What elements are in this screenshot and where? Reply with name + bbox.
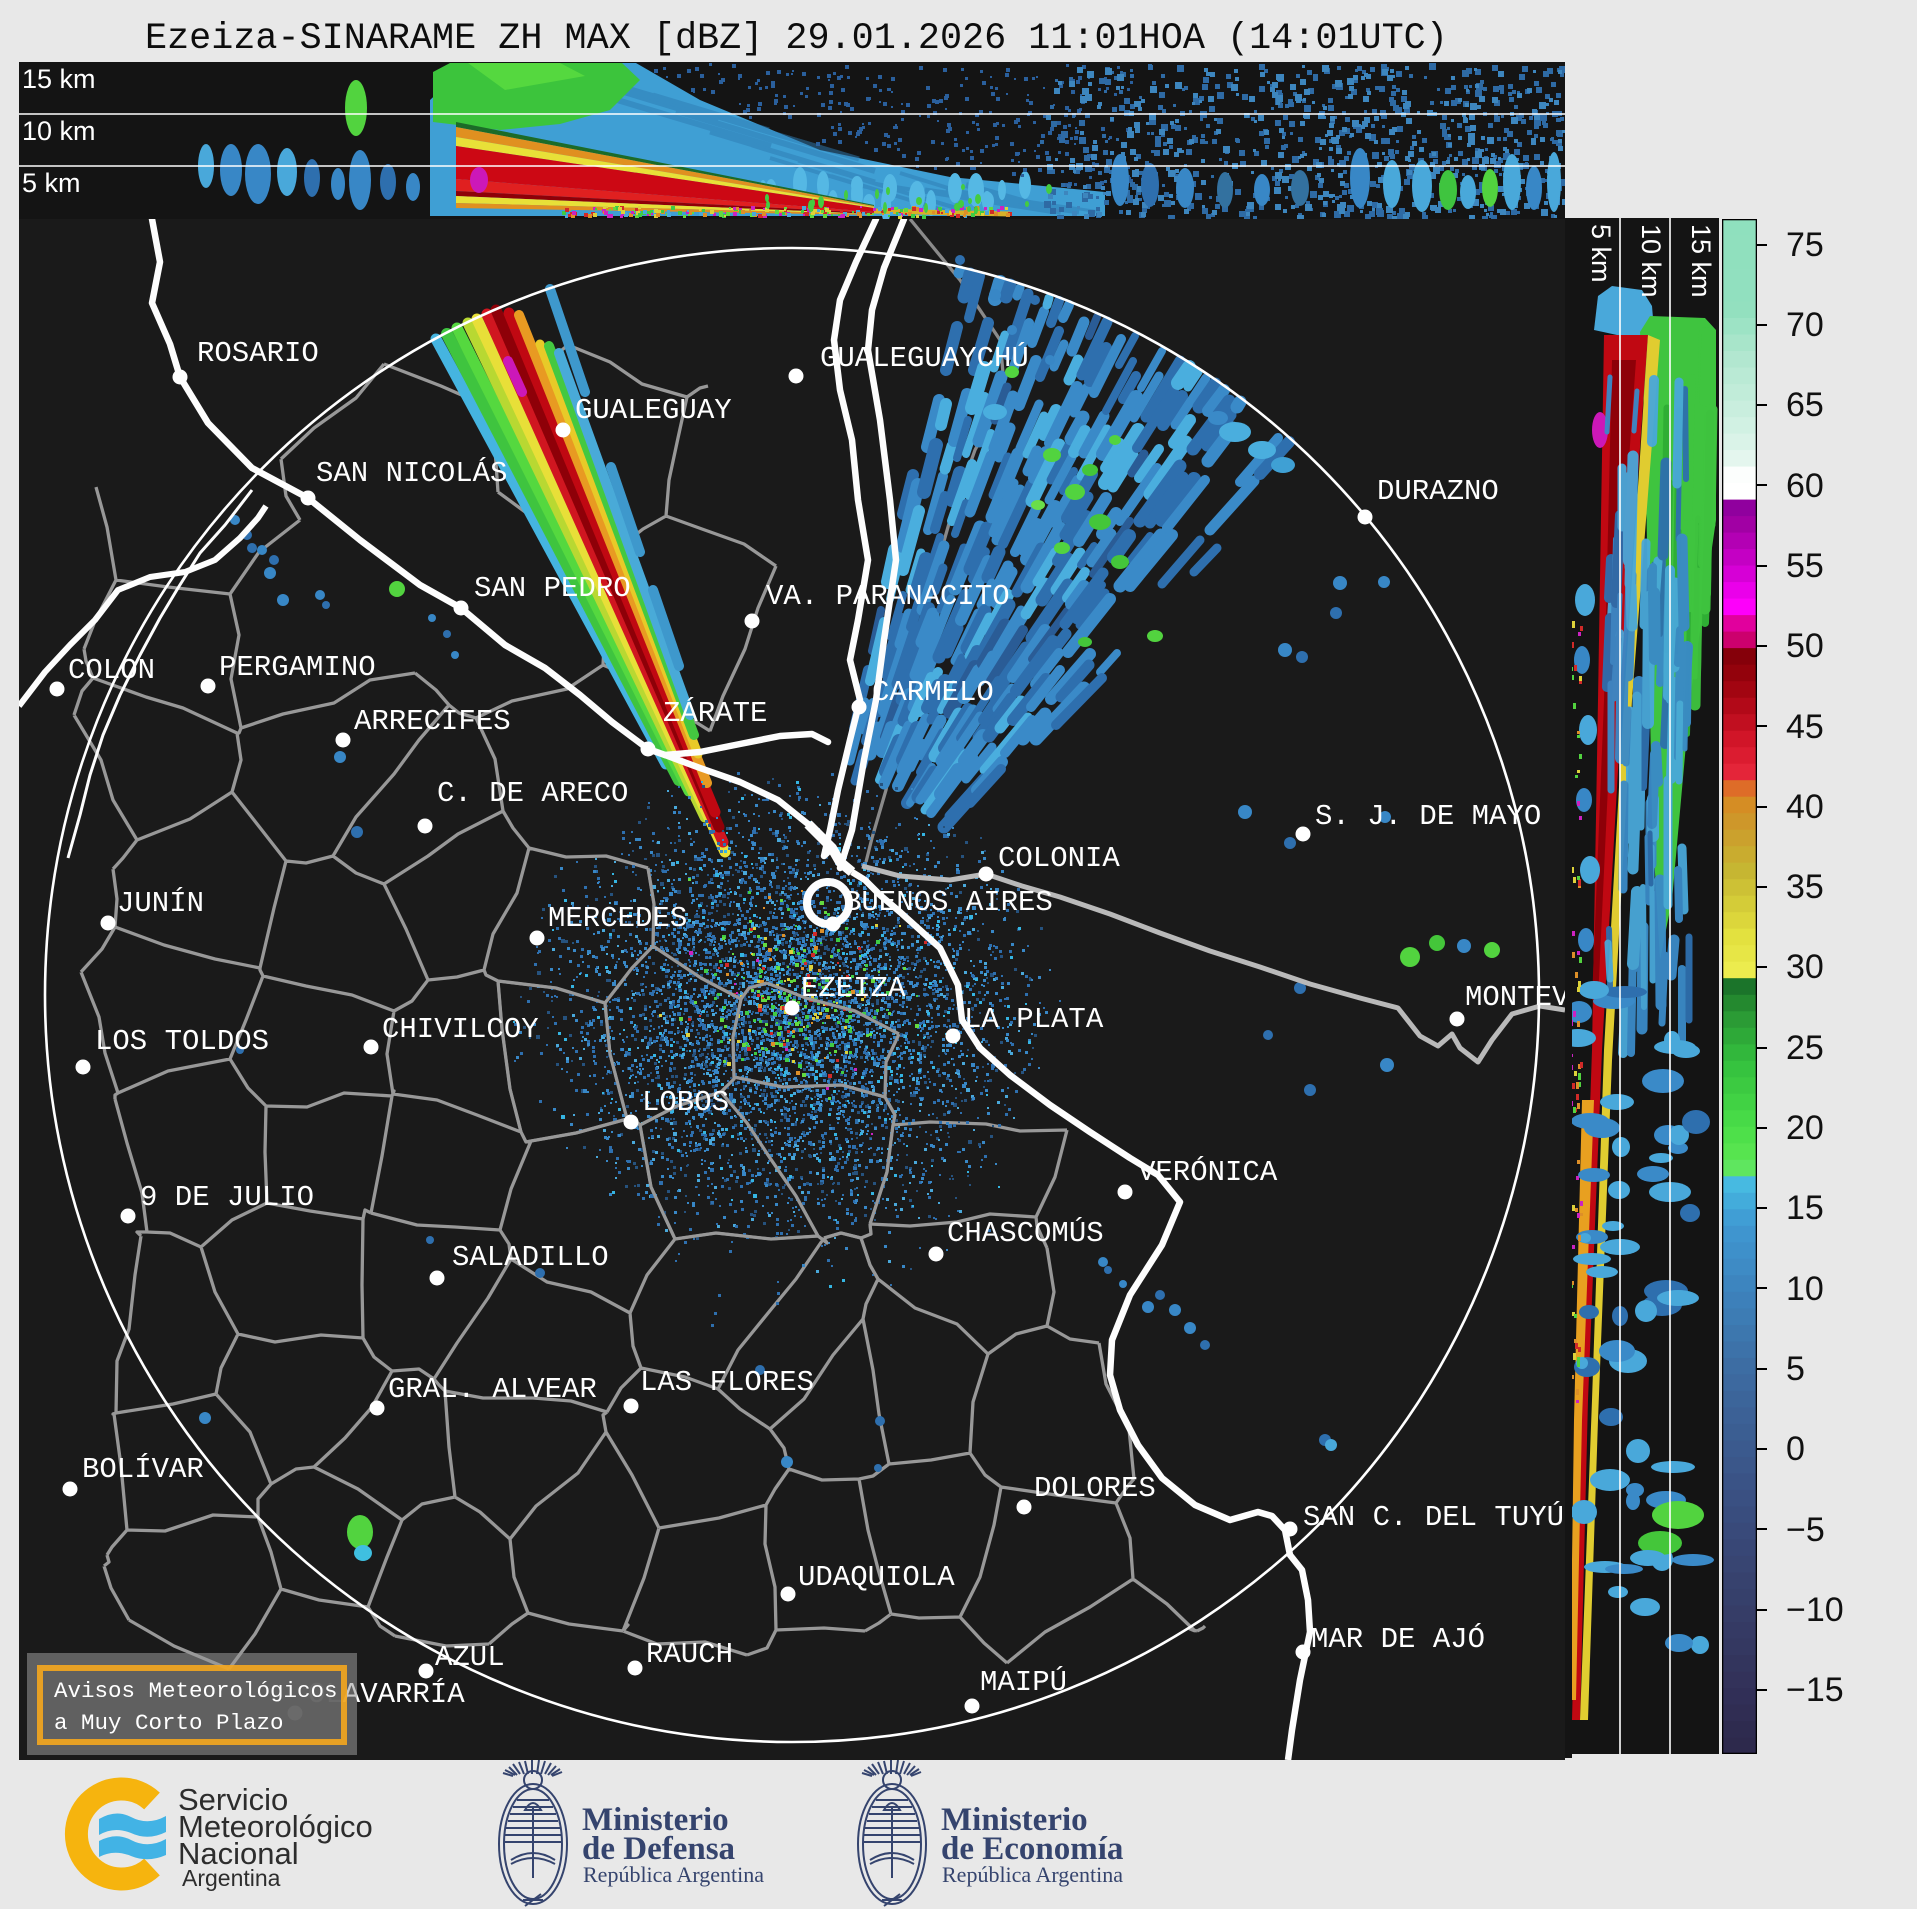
svg-text:LOS TOLDOS: LOS TOLDOS: [95, 1025, 269, 1058]
svg-text:República Argentina: República Argentina: [942, 1862, 1123, 1887]
svg-text:LAS FLORES: LAS FLORES: [640, 1366, 814, 1399]
svg-text:ROSARIO: ROSARIO: [197, 337, 319, 370]
svg-text:República Argentina: República Argentina: [583, 1862, 764, 1887]
svg-text:Servicio: Servicio: [178, 1782, 288, 1817]
svg-text:MONTEVIDEO: MONTEVIDEO: [1465, 981, 1565, 1014]
svg-text:Avisos Meteorológicos: Avisos Meteorológicos: [54, 1678, 338, 1704]
svg-text:LOBOS: LOBOS: [642, 1086, 729, 1119]
svg-text:VA. PARANACITO: VA. PARANACITO: [766, 580, 1010, 613]
svg-text:ARRECIFES: ARRECIFES: [354, 705, 511, 738]
svg-text:PERGAMINO: PERGAMINO: [219, 651, 376, 684]
svg-text:EZEIZA: EZEIZA: [801, 972, 906, 1005]
svg-text:ZÁRATE: ZÁRATE: [663, 696, 767, 730]
svg-text:a Muy Corto Plazo: a Muy Corto Plazo: [54, 1710, 284, 1736]
svg-text:15 km: 15 km: [22, 64, 96, 94]
svg-text:JUNÍN: JUNÍN: [117, 886, 204, 920]
svg-text:CARMELO: CARMELO: [872, 676, 994, 709]
svg-text:MAIPÚ: MAIPÚ: [980, 1665, 1067, 1699]
svg-text:SAN PEDRO: SAN PEDRO: [474, 572, 631, 605]
svg-text:CHIVILCOY: CHIVILCOY: [382, 1013, 539, 1046]
svg-text:BUENOS AIRES: BUENOS AIRES: [844, 886, 1053, 919]
svg-text:UDAQUIOLA: UDAQUIOLA: [798, 1561, 955, 1594]
svg-text:C. DE ARECO: C. DE ARECO: [437, 777, 628, 810]
svg-text:Ministerio: Ministerio: [941, 1802, 1088, 1838]
svg-text:GRAL. ALVEAR: GRAL. ALVEAR: [388, 1373, 597, 1406]
svg-text:S. J. DE MAYO: S. J. DE MAYO: [1315, 800, 1541, 833]
svg-text:SAN NICOLÁS: SAN NICOLÁS: [316, 456, 507, 490]
svg-text:de Defensa: de Defensa: [582, 1831, 735, 1867]
svg-text:de Economía: de Economía: [941, 1831, 1123, 1867]
svg-text:COLONIA: COLONIA: [998, 842, 1120, 875]
svg-text:SAN C. DEL TUYÚ: SAN C. DEL TUYÚ: [1303, 1500, 1564, 1534]
svg-text:AZUL: AZUL: [435, 1641, 505, 1674]
svg-text:10 km: 10 km: [22, 116, 96, 146]
svg-text:GUALEGUAY: GUALEGUAY: [575, 394, 732, 427]
svg-text:Argentina: Argentina: [182, 1865, 281, 1891]
svg-text:15 km: 15 km: [1686, 224, 1716, 298]
svg-text:5 km: 5 km: [22, 168, 81, 198]
svg-text:COLON: COLON: [68, 654, 155, 687]
svg-text:DURAZNO: DURAZNO: [1377, 475, 1499, 508]
svg-text:GUALEGUAYCHÚ: GUALEGUAYCHÚ: [820, 341, 1029, 375]
svg-text:5 km: 5 km: [1586, 224, 1616, 283]
svg-text:Ministerio: Ministerio: [582, 1802, 729, 1838]
svg-text:MERCEDES: MERCEDES: [548, 902, 687, 935]
svg-text:VERÓNICA: VERÓNICA: [1138, 1155, 1278, 1189]
svg-text:DOLORES: DOLORES: [1034, 1472, 1156, 1505]
svg-text:CHASCOMÚS: CHASCOMÚS: [947, 1216, 1104, 1250]
svg-text:Nacional: Nacional: [178, 1836, 299, 1871]
svg-text:SALADILLO: SALADILLO: [452, 1241, 609, 1274]
svg-text:MAR DE AJÓ: MAR DE AJÓ: [1311, 1622, 1485, 1656]
svg-text:Meteorológico: Meteorológico: [178, 1809, 373, 1844]
svg-text:RAUCH: RAUCH: [646, 1638, 733, 1671]
svg-text:9 DE JULIO: 9 DE JULIO: [140, 1181, 314, 1214]
svg-text:BOLÍVAR: BOLÍVAR: [82, 1452, 204, 1486]
svg-text:LA PLATA: LA PLATA: [964, 1003, 1104, 1036]
svg-text:10 km: 10 km: [1636, 224, 1666, 298]
